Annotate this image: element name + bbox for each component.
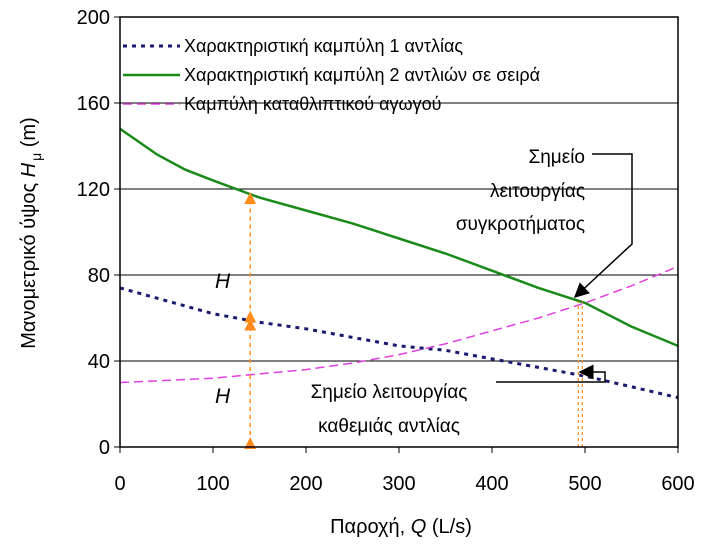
series-group xyxy=(119,127,679,400)
y-tick-label: 200 xyxy=(77,7,110,29)
y-tick-label: 80 xyxy=(88,265,110,287)
legend: Χαρακτηριστική καμπύλη 1 αντλίας Χαρακτη… xyxy=(123,36,540,114)
x-tick-label: 300 xyxy=(382,473,415,495)
head-label-lower: H xyxy=(215,385,231,408)
legend-label-series-1: Χαρακτηριστική καμπύλη 1 αντλίας xyxy=(184,36,463,56)
x-tick-label: 200 xyxy=(289,473,322,495)
head-markers xyxy=(244,192,583,449)
system-point-text-line-2: λειτουργίας xyxy=(490,181,585,202)
y-tick-label: 0 xyxy=(99,437,110,459)
system-point-annotation: Σημείο λειτουργίας συγκροτήματος xyxy=(456,147,633,299)
system-point-leader xyxy=(573,153,633,299)
x-tick-label: 0 xyxy=(114,473,125,495)
head-label-upper: H xyxy=(215,270,231,293)
system-point-text-line-3: συγκροτήματος xyxy=(456,214,585,235)
pump-point-text-line-2: καθεμιάς αντλίας xyxy=(318,416,460,437)
legend-label-series-2: Χαρακτηριστική καμπύλη 2 αντλιών σε σειρ… xyxy=(184,65,540,85)
series-line-2 xyxy=(119,127,679,348)
system-point-text-line-1: Σημείο xyxy=(528,147,585,168)
pump-point-annotation: Σημείο λειτουργίας καθεμιάς αντλίας xyxy=(311,364,606,437)
x-tick-label: 400 xyxy=(475,473,508,495)
y-tick-labels: 0 40 80 120 160 200 xyxy=(77,7,120,459)
x-tick-label: 100 xyxy=(196,473,229,495)
y-tick-label: 160 xyxy=(77,93,110,115)
y-tick-label: 120 xyxy=(77,179,110,201)
y-axis-label: Μανομετρικό ύψος Hμ (m) xyxy=(18,117,44,349)
series-line-3 xyxy=(119,265,679,384)
x-tick-label: 600 xyxy=(661,473,694,495)
pump-point-text-line-1: Σημείο λειτουργίας xyxy=(311,382,468,403)
grid-lines xyxy=(120,102,678,362)
x-axis-label: Παροχή, Q (L/s) xyxy=(330,516,472,538)
x-tick-label: 500 xyxy=(568,473,601,495)
x-tick-labels: 0 100 200 300 400 500 600 xyxy=(114,447,695,495)
pump-point-leader xyxy=(496,364,606,383)
legend-label-series-3: Καμπύλη καταθλιπτικού αγωγού xyxy=(184,94,441,114)
y-tick-label: 40 xyxy=(88,351,110,373)
